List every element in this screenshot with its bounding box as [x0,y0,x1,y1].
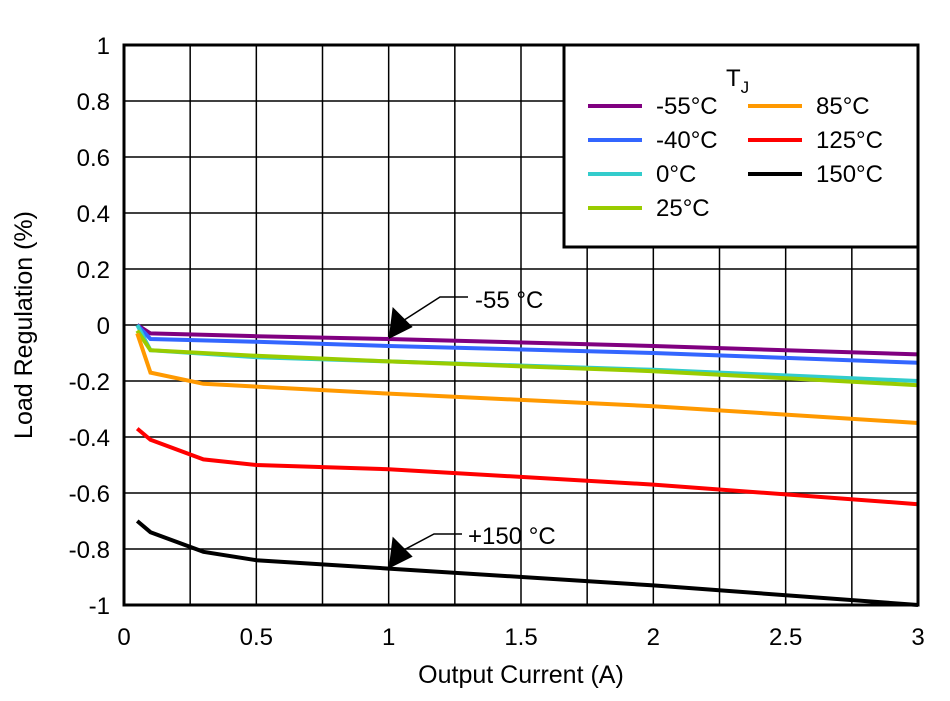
y-tick-label: -0.4 [69,425,110,452]
legend: TJ -55°C -40°C 0°C 25°C 85°C 125°C 150°C [562,43,920,249]
x-axis-label: Output Current (A) [418,661,624,689]
y-tick-label: -0.8 [69,537,110,564]
y-tick-label: 0.2 [77,257,110,284]
y-tick-label: -0.6 [69,481,110,508]
series-lines [135,323,919,607]
y-tick-label: 0.4 [77,201,110,228]
legend-label: -40°C [656,127,718,154]
legend-box [562,43,920,249]
annotation-leader [402,533,462,552]
legend-label: 0°C [656,161,696,188]
legend-label: 150°C [816,161,883,188]
series-line-0 [136,323,919,357]
legend-label: 125°C [816,127,883,154]
legend-label: -55°C [656,93,718,120]
legend-title: TJ [726,65,749,97]
annotation-label: +150 °C [468,523,556,550]
x-tick-label: 1 [382,624,395,651]
annotations: -55 °C +150 °C [388,287,556,569]
tick-labels: 0 0.5 1 1.5 2 2.5 3 1 0.8 0.6 0.4 0.2 0 -0.2 -0.4 -0.6 -… [69,33,925,651]
y-tick-label: -1 [89,593,110,620]
series-line-4 [135,332,919,425]
x-tick-label: 3 [911,624,924,651]
series-line-6 [135,519,919,607]
y-tick-label: 1 [97,33,110,60]
series-line-1 [135,323,919,365]
annotation-arrowhead [388,536,413,569]
annotation-leader [402,296,468,322]
x-tick-label: 2 [647,624,660,651]
annotation-arrowhead [388,307,413,339]
y-tick-label: -0.2 [69,369,110,396]
legend-label: 25°C [656,195,710,222]
plot-frame [122,43,920,607]
series-line-3 [135,329,919,388]
x-tick-label: 0 [117,624,130,651]
x-tick-label: 0.5 [240,624,273,651]
annotation-label: -55 °C [475,287,543,314]
y-tick-label: 0 [97,313,110,340]
y-axis-label: Load Regulation (%) [10,211,38,439]
x-tick-label: 2.5 [769,624,802,651]
y-tick-label: 0.8 [77,89,110,116]
y-tick-label: 0.6 [77,145,110,172]
series-line-2 [135,324,919,383]
series-line-5 [135,427,919,507]
legend-label: 85°C [816,93,870,120]
x-tick-label: 1.5 [504,624,537,651]
